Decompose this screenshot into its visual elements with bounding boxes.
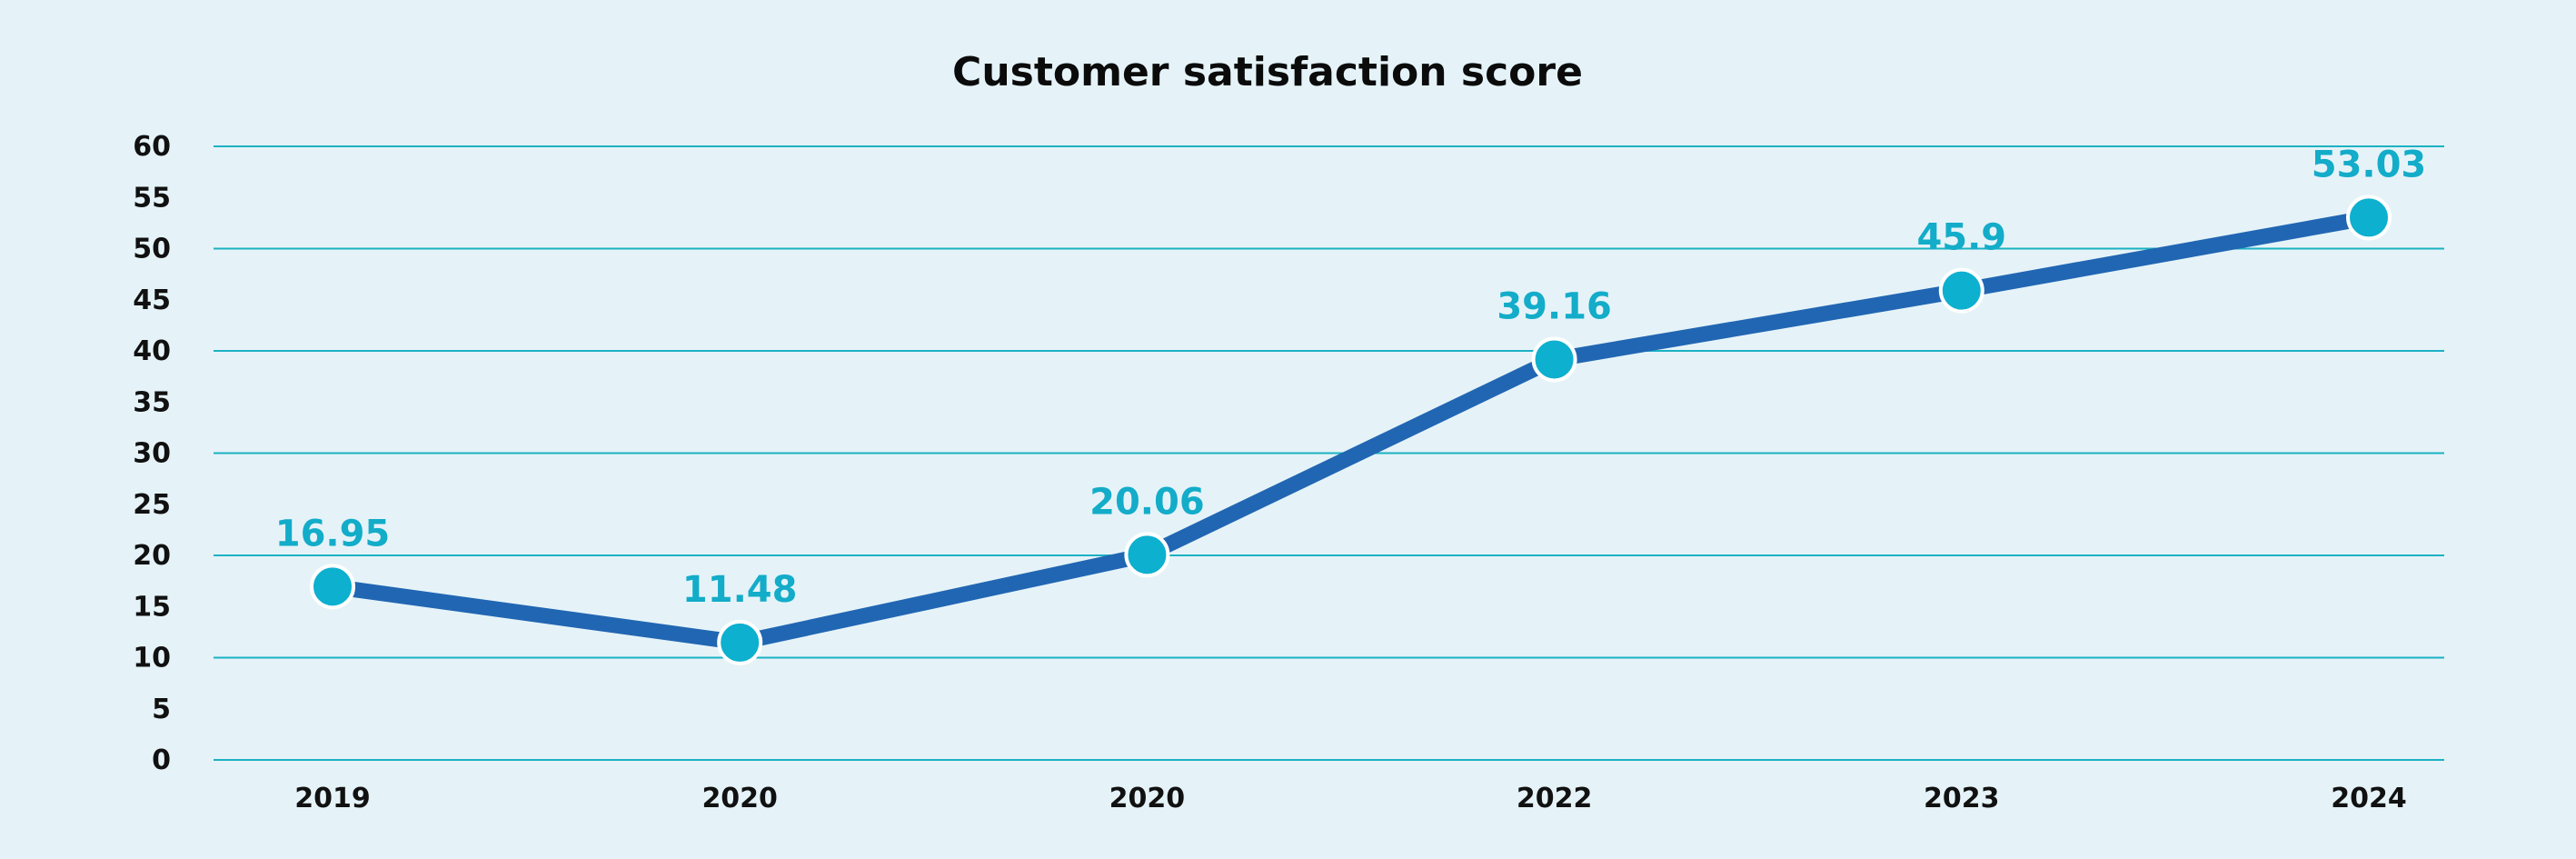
data-label: 20.06 [1089, 481, 1205, 523]
data-label: 45.9 [1916, 217, 2006, 259]
gridlines [214, 145, 2444, 761]
data-point [717, 619, 763, 665]
x-tick-label: 2022 [1517, 783, 1593, 814]
data-label: 11.48 [682, 569, 798, 611]
data-label: 53.03 [2312, 144, 2427, 185]
x-axis-ticks: 2019 2020 2020 2022 2023 2024 [294, 783, 2407, 814]
x-tick-label: 2020 [701, 783, 778, 814]
data-point [1124, 532, 1170, 578]
y-tick-label: 45 [133, 285, 171, 316]
series-line [324, 209, 2377, 651]
chart-title: Customer satisfaction score [952, 49, 1583, 95]
y-axis-ticks: 0 5 10 15 20 25 30 35 40 45 50 55 60 [133, 131, 171, 776]
series-polyline [324, 209, 2377, 651]
y-tick-label: 55 [133, 182, 171, 214]
y-tick-label: 20 [133, 540, 171, 572]
x-tick-label: 2024 [2331, 783, 2407, 814]
data-points [310, 195, 2392, 665]
y-tick-label: 60 [133, 131, 171, 163]
y-tick-label: 50 [133, 234, 171, 265]
x-tick-label: 2020 [1109, 783, 1186, 814]
data-label: 16.95 [275, 513, 391, 554]
y-tick-label: 15 [133, 591, 171, 623]
x-tick-label: 2023 [1924, 783, 2000, 814]
data-point [2346, 195, 2392, 241]
y-tick-label: 25 [133, 489, 171, 521]
y-tick-label: 30 [133, 438, 171, 470]
data-point [1531, 336, 1577, 383]
data-point [1938, 267, 1984, 314]
data-label: 39.16 [1497, 285, 1612, 327]
data-point [310, 564, 355, 610]
x-tick-label: 2019 [294, 783, 371, 814]
data-labels: 16.95 11.48 20.06 39.16 45.9 53.03 [275, 144, 2427, 610]
y-tick-label: 40 [133, 335, 171, 367]
y-tick-label: 0 [152, 744, 171, 776]
y-tick-label: 5 [152, 694, 171, 725]
y-tick-label: 10 [133, 643, 171, 674]
y-tick-label: 35 [133, 386, 171, 418]
